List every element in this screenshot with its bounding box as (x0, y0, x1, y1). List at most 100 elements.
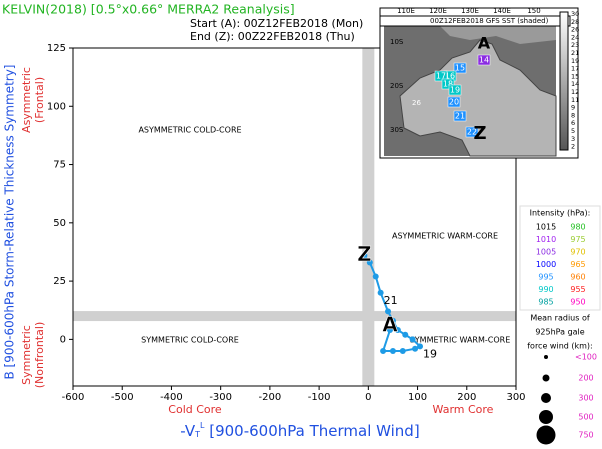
reference-band (73, 311, 516, 322)
legend-entry: 960 (570, 273, 585, 282)
subtitle: End (Z): 00Z22FEB2018 (Thu) (190, 30, 355, 43)
legend-title: force wind (km): (527, 342, 593, 351)
radius-symbol (536, 425, 556, 445)
radius-symbol (542, 374, 550, 382)
y-tick-label: 50 (53, 218, 66, 229)
track-point (386, 327, 393, 334)
radius-label: 500 (578, 413, 593, 422)
x-tick-label: -200 (259, 392, 282, 403)
quadrant-label: SYMMETRIC COLD-CORE (141, 336, 239, 345)
track-point (385, 308, 392, 315)
x-tick-label: -500 (111, 392, 134, 403)
y-upper-label: (Frontal) (33, 77, 46, 123)
track-point (389, 317, 396, 324)
inset-colorbar (559, 11, 569, 151)
y-upper-label: Asymmetric (20, 67, 33, 133)
x-tick-label: -100 (308, 392, 331, 403)
legend-entry: 1000 (536, 260, 556, 269)
plot-frame (72, 47, 517, 387)
point-label: 19 (423, 347, 437, 360)
y-lower-label: (Nonfrontal) (33, 322, 46, 388)
track-point (389, 348, 396, 355)
legend-entry: 970 (570, 248, 585, 257)
radius-label: 750 (578, 431, 593, 440)
inset-track-label: 18 (443, 80, 453, 89)
track-point (402, 331, 409, 338)
colorbar-label: 24 (571, 33, 579, 41)
colorbar-label: 26 (571, 26, 579, 34)
x-tick-label: 100 (408, 392, 427, 403)
colorbar-label: 23 (571, 41, 579, 49)
x-label-sub: T (194, 430, 200, 439)
chart-title: KELVIN(2018) [0.5°x0.66° MERRA2 Reanalys… (2, 2, 295, 17)
x-tick-label: -300 (209, 392, 232, 403)
inset-track-box (434, 70, 448, 82)
legend-entry: 980 (570, 223, 585, 232)
x-label-symbol: -V (180, 422, 196, 440)
y-tick-label: 125 (47, 43, 66, 54)
inset-lon-label: 120E (429, 7, 447, 15)
legend-entry: 990 (538, 285, 553, 294)
inset-land (440, 26, 556, 44)
colorbar-label: 2 (571, 143, 575, 151)
colorbar-label: 30 (571, 10, 579, 18)
track-point (361, 252, 368, 259)
inset-track-box (465, 126, 479, 138)
inset-lon-label: 110E (397, 7, 415, 15)
legend-entry: 1010 (536, 235, 556, 244)
x-left-label: Cold Core (168, 403, 222, 416)
legend-entry: 955 (570, 285, 585, 294)
inset-lon-label: 130E (461, 7, 479, 15)
x-label-sup: L (200, 421, 205, 430)
track-point (377, 289, 384, 296)
inset-end: Z (473, 123, 486, 144)
x-tick-label: 300 (506, 392, 525, 403)
legend-frame (519, 205, 601, 311)
inset-track-box (447, 96, 461, 108)
track-point (380, 348, 387, 355)
radius-symbol (544, 355, 548, 359)
radius-label: 300 (578, 394, 593, 403)
track-point (409, 336, 416, 343)
point-label: 21 (384, 294, 398, 307)
x-label-text: [900-600hPa Thermal Wind] (204, 422, 419, 440)
x-tick-label: 200 (457, 392, 476, 403)
x-tick-label: -600 (62, 392, 85, 403)
x-right-label: Warm Core (433, 403, 494, 416)
legend-entry: 1005 (536, 248, 556, 257)
inset-track-label: 16 (445, 72, 455, 81)
legend-title: Intensity (hPa): (530, 209, 591, 218)
inset-lon-label: 140E (493, 7, 511, 15)
legend-entry: 985 (538, 298, 553, 307)
inset-lat-label: 10S (390, 38, 404, 46)
colorbar-label: 11 (571, 96, 579, 104)
inset-track-label: 17 (436, 72, 446, 81)
inset-map: 00Z12FEB2018 GFS SST (shaded) 110E 120E 130… (379, 7, 579, 159)
legend-title: 925hPa gale (535, 328, 584, 337)
colorbar-label: 14 (571, 80, 579, 88)
colorbar-label: 12 (571, 88, 579, 96)
colorbar-label: 5 (571, 127, 575, 135)
radius-label: <100 (575, 353, 597, 362)
inset-track-label: 21 (455, 112, 465, 121)
colorbar-label: 15 (571, 72, 579, 80)
colorbar-label: 9 (571, 104, 575, 112)
track-point (372, 273, 379, 280)
track-point (412, 345, 419, 352)
track-point (394, 327, 401, 334)
colorbar-label: 28 (571, 18, 579, 26)
inset-track-label: 19 (450, 86, 460, 95)
y-tick-label: 25 (53, 276, 66, 287)
inset-track-label: 15 (455, 64, 465, 73)
inset-track-label: 22 (467, 128, 477, 137)
colorbar-label: 21 (571, 49, 579, 57)
inset-track-box (453, 110, 467, 122)
inset-title: 00Z12FEB2018 GFS SST (shaded) (430, 17, 549, 25)
contour-label: 26 (412, 99, 421, 107)
radius-label: 200 (578, 374, 593, 383)
end-marker: Z (357, 242, 372, 266)
track-point (399, 348, 406, 355)
inset-lat-label: 30S (390, 126, 404, 134)
inset-track-box (477, 54, 491, 66)
